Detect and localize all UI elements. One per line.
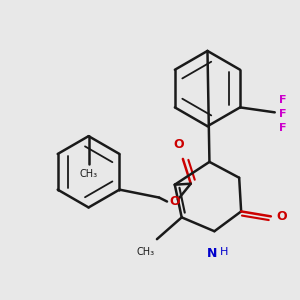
Text: CH₃: CH₃ <box>80 169 98 179</box>
Text: O: O <box>277 210 287 223</box>
Text: N: N <box>207 247 218 260</box>
Text: O: O <box>174 138 184 151</box>
Text: O: O <box>169 195 180 208</box>
Text: CH₃: CH₃ <box>137 247 155 257</box>
Text: F: F <box>279 123 286 133</box>
Text: H: H <box>220 247 229 257</box>
Text: F: F <box>279 109 286 119</box>
Text: F: F <box>279 95 286 106</box>
